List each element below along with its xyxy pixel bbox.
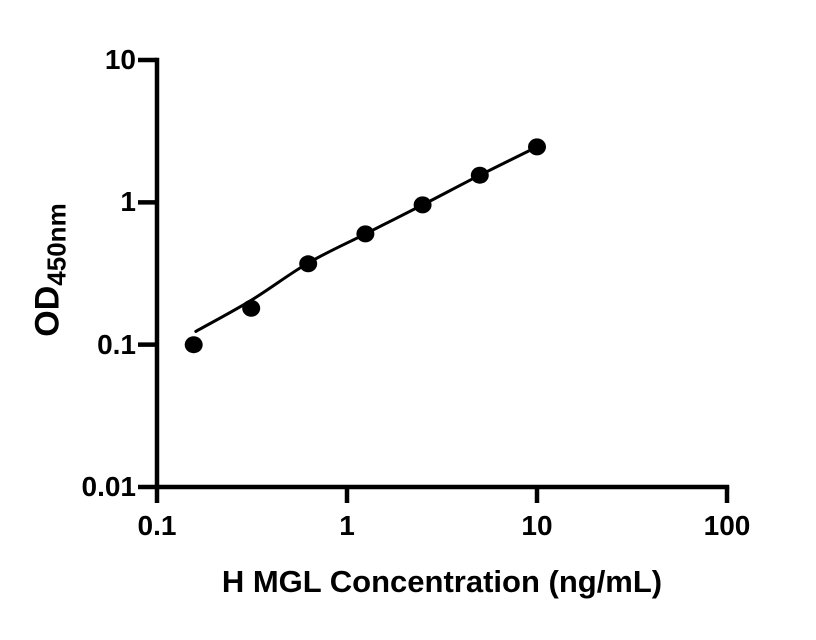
data-point	[356, 225, 375, 243]
data-point	[413, 196, 432, 214]
y-tick-label: 1	[120, 186, 136, 217]
x-tick-label: 1	[339, 510, 355, 541]
data-point	[470, 166, 489, 184]
y-axis-title-subscript: 450nm	[41, 203, 72, 286]
x-tick-label: 100	[703, 510, 751, 541]
data-point	[184, 336, 203, 354]
data-point	[242, 299, 261, 317]
x-tick-label: 10	[521, 510, 553, 541]
axis-frame	[154, 57, 730, 490]
data-point	[528, 138, 546, 156]
y-tick-label: 0.1	[97, 329, 136, 360]
data-point	[299, 255, 318, 273]
y-axis-title-main: OD	[28, 285, 67, 337]
y-tick-label: 0.01	[81, 471, 137, 502]
x-tick-label: 0.1	[137, 510, 177, 541]
y-axis-title: OD450nm	[28, 203, 72, 337]
y-tick-label: 10	[104, 44, 136, 75]
x-axis-title: H MGL Concentration (ng/mL)	[221, 564, 663, 599]
